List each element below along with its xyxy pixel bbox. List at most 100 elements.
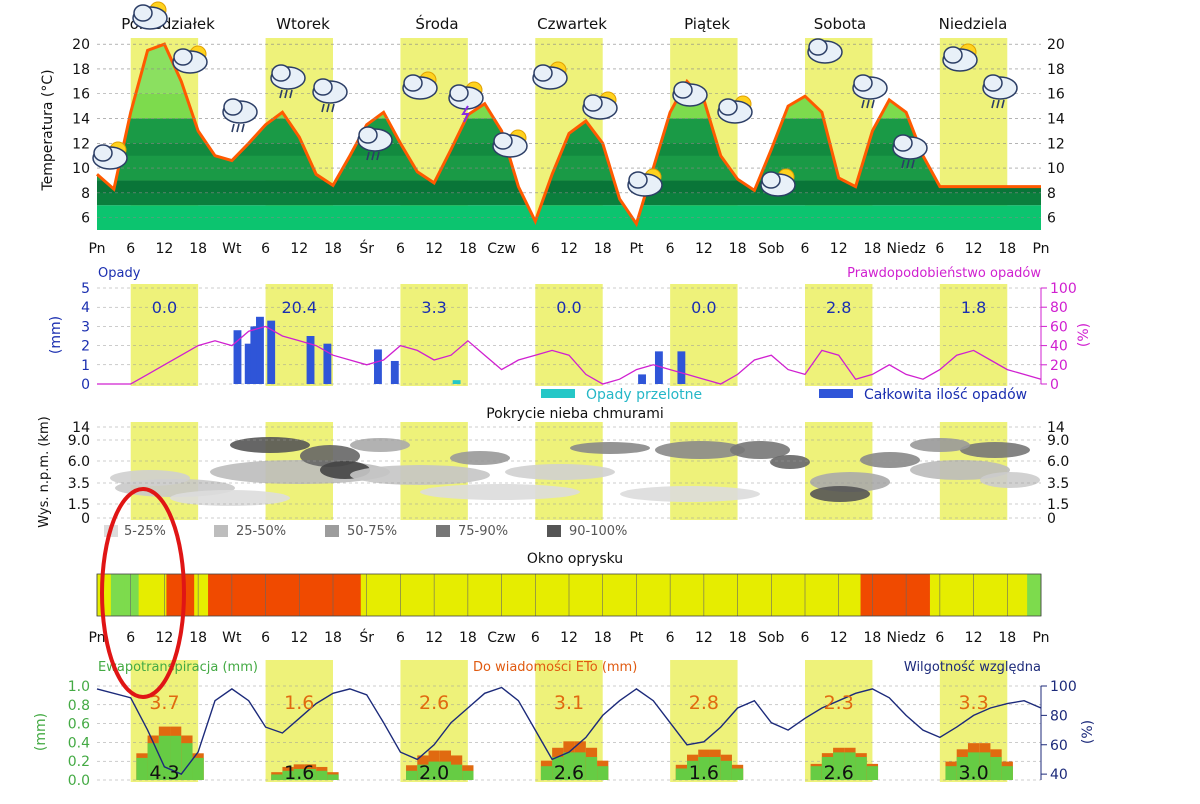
time-axis-tick: Pt [629, 241, 643, 257]
spray-cell [235, 574, 251, 616]
weather-icon [357, 126, 393, 161]
spray-cell [818, 574, 834, 616]
cloud-y-ticks: 0 01.5 1.53.5 3.56.0 6.09.0 9.014 14 [68, 420, 1070, 527]
precip-bar [256, 316, 264, 384]
lightning-icon [461, 105, 470, 123]
evapo-axis-label: (mm) [33, 713, 49, 751]
rain-icon [331, 103, 335, 113]
precip-y-tick: 0 [81, 377, 90, 393]
evapo-bar [439, 761, 451, 780]
evapo-bar [158, 735, 171, 780]
cloud-icon-puff [133, 4, 153, 22]
temp-y-tick: 6 [81, 211, 90, 227]
precip-prob-title: Prawdopodobieństwo opadów [847, 266, 1041, 281]
time-axis-tick: 12 [830, 241, 848, 257]
weather-icon [222, 98, 258, 133]
time-axis-tick: 6 [666, 630, 675, 646]
cloud-legend: 5-25% 25-50% 50-75% 75-90% 90-100% [104, 524, 627, 539]
temp-y-tick: 12 [72, 136, 90, 152]
evapo-bar [428, 761, 440, 780]
evapo-bar [945, 766, 957, 780]
cloud-icon-puff [271, 64, 291, 82]
precip-title: Opady [98, 266, 141, 281]
time-axis-tick: 6 [801, 630, 810, 646]
precip-shower-bar [452, 380, 461, 384]
time-axis-tick: 12 [560, 241, 578, 257]
temp-y-tick-right: 20 [1047, 37, 1065, 53]
evapo-bar [552, 756, 564, 780]
evapo-y-tick: 0.8 [68, 698, 90, 714]
precip-y-tick: 2 [81, 339, 90, 355]
evapo-day-values: 3.7 1.6 2.6 3.1 2.8 2.3 3.3 4.3 1.6 2.0 2.6 1.6 2.6 3… [149, 692, 988, 784]
day-band [265, 284, 333, 386]
time-axis-tick: 18 [729, 630, 747, 646]
precip-day-total: 0.0 [556, 298, 581, 317]
cloud-icon-puff [761, 171, 781, 189]
weather-icon [532, 61, 568, 90]
precip-y-tick: 5 [81, 281, 90, 297]
time-axis-tick: 12 [425, 241, 443, 257]
evapo-bar [821, 756, 834, 780]
legend-cloud-swatch [214, 525, 228, 537]
spray-cell [846, 574, 862, 616]
spray-cell [388, 574, 403, 616]
precip-probability-line [97, 325, 1042, 385]
time-axis-tick: 18 [189, 241, 207, 257]
spray-cell [402, 574, 417, 616]
precip-y2-tick: 0 [1050, 377, 1059, 393]
spray-frame [96, 573, 1042, 617]
cloud-icon-puff [173, 48, 193, 66]
cloud-blob [655, 441, 745, 459]
cloud-icon-puff [223, 98, 243, 116]
weather-icon [627, 168, 663, 197]
precip-bar [267, 320, 276, 384]
rain-icon [861, 99, 865, 109]
time-axis-tick: Pn [1032, 630, 1049, 646]
precip-y2-tick: 100 [1050, 281, 1077, 297]
cloud-blob [860, 452, 920, 468]
spray-title: Okno oprysku [527, 551, 623, 567]
spray-window-panel: Okno oprysku [96, 551, 1042, 617]
temp-y-tick: 16 [72, 87, 90, 103]
time-axis-tick: Pn [88, 241, 105, 257]
weather-icon [92, 141, 128, 170]
evapo-bar [451, 764, 463, 780]
time-axis-tick: 18 [459, 630, 477, 646]
time-axis-tick: Pn [88, 630, 105, 646]
time-axis-tick: 18 [998, 630, 1016, 646]
spray-cell [596, 574, 612, 616]
cloud-blob [980, 472, 1040, 488]
precipitation-panel: Opady Prawdopodobieństwo opadów (mm) (%)… [48, 266, 1092, 403]
weather-icon [807, 38, 843, 64]
spray-cell [152, 574, 167, 616]
time-axis-tick: 18 [594, 241, 612, 257]
cloud-blob [350, 438, 410, 452]
weather-icon [982, 74, 1018, 109]
cloud-blob [570, 442, 650, 454]
humidity-line [96, 686, 1042, 775]
evapo-bar [731, 768, 744, 780]
cloud-blob [730, 441, 790, 459]
evapo-bar [585, 756, 598, 780]
evapotranspiration-panel: Ewapotranspiracja (mm) Do wiadomości ETo… [33, 660, 1096, 789]
time-axis-tick: Śr [359, 628, 374, 646]
spray-cell [555, 574, 570, 616]
evapo-y-tick: 1.0 [68, 679, 90, 695]
evapo-bar [406, 770, 418, 780]
time-axis-tick: Czw [487, 241, 516, 257]
precip-bar [390, 360, 399, 384]
day-band [670, 422, 738, 520]
evapo-bar [271, 774, 283, 780]
evapo-bar [698, 756, 710, 780]
legend-total-swatch [819, 389, 853, 398]
time-axis-tick: 6 [531, 630, 540, 646]
day-name: Wtorek [276, 15, 330, 33]
day-band [265, 660, 333, 782]
time-axis-tick: 6 [666, 241, 675, 257]
evapo-bar [956, 756, 968, 780]
precip-axis-label: (mm) [48, 316, 64, 354]
precip-y-tick: 3 [81, 319, 90, 335]
temp-y-tick-right: 8 [1047, 186, 1056, 202]
time-axis-tick: 12 [965, 630, 983, 646]
